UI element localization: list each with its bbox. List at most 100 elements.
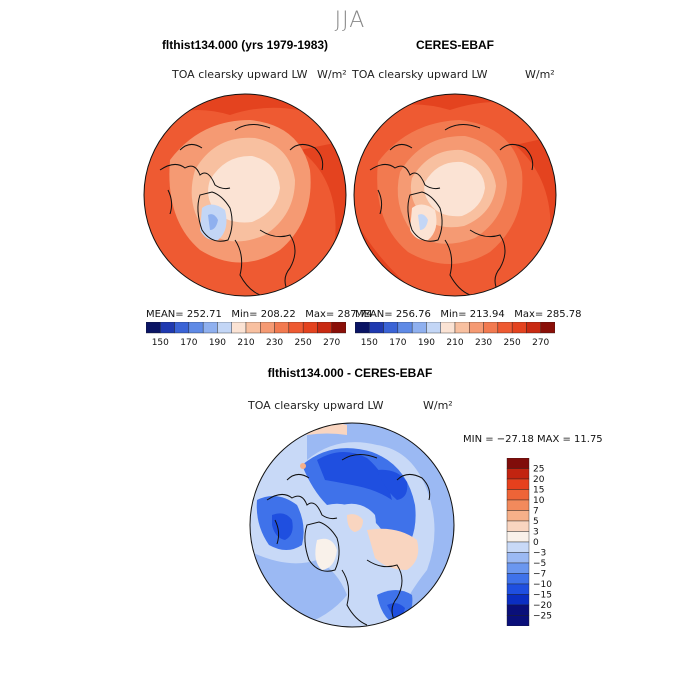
colorbar-swatch — [411, 322, 427, 334]
polar-map-model — [143, 93, 347, 297]
colorbar-swatch — [146, 322, 161, 334]
colorbar-tick-label: −15 — [533, 591, 552, 601]
colorbar-tick-label: 210 — [446, 338, 463, 348]
colorbar-swatch — [260, 322, 275, 334]
colorbar-tick-label: −20 — [533, 601, 552, 611]
colorbar-tick-label: 5 — [533, 517, 539, 527]
colorbar-tick-label: 150 — [152, 338, 169, 348]
colorbar-tick-label: 250 — [504, 338, 521, 348]
colorbar-swatch — [188, 322, 204, 334]
colorbar-swatch — [540, 322, 555, 334]
stat-mean-label: MEAN= — [355, 309, 393, 320]
colorbar-swatch — [317, 322, 332, 334]
colorbar-tick-label: 250 — [295, 338, 312, 348]
colorbar-swatch — [506, 510, 530, 522]
stat-max-value: 287.74 — [337, 309, 373, 320]
units-label-obs: W/m² — [525, 68, 555, 81]
colorbar-swatch — [506, 458, 530, 469]
colorbar-tick-label: 0 — [533, 538, 539, 548]
colorbar-swatch — [506, 552, 530, 564]
colorbar-tick-label: 10 — [533, 496, 545, 506]
stats-model: MEAN= 252.71 Min= 208.22 Max= 287.74 — [146, 309, 373, 320]
colorbar-swatch — [202, 322, 218, 334]
colorbar-swatch — [355, 322, 370, 334]
stat-mean-value: 252.71 — [186, 309, 222, 320]
colorbar-tick-label: 25 — [533, 465, 544, 475]
colorbar-tick-label: −10 — [533, 580, 552, 590]
stat-min-value: 208.22 — [260, 309, 296, 320]
colorbar-swatch — [160, 322, 175, 334]
colorbar-obs: 150170190210230250270290 — [355, 322, 555, 348]
colorbar-tick-label: −7 — [533, 570, 546, 580]
colorbar-swatch — [426, 322, 441, 334]
colorbar-tick-label: 270 — [532, 338, 549, 348]
colorbar-swatch — [506, 541, 530, 553]
colorbar-swatch — [469, 322, 484, 334]
colorbar-swatch — [506, 478, 530, 490]
variable-label-obs: TOA clearsky upward LW — [352, 68, 488, 81]
colorbar-swatch — [483, 322, 499, 334]
arctic-core — [208, 155, 280, 223]
stat-mean-value: 256.76 — [395, 309, 431, 320]
coastlines — [266, 454, 431, 626]
colorbar-swatch — [506, 489, 530, 501]
colorbar-swatch — [497, 322, 513, 334]
panel-title-obs: CERES-EBAF — [415, 38, 494, 52]
colorbar-tick-label: −25 — [533, 612, 552, 622]
colorbar-swatch — [511, 322, 527, 334]
colorbar-tick-label: −3 — [533, 549, 546, 559]
colorbar-tick-label: 170 — [180, 338, 197, 348]
stat-max-value: 285.78 — [546, 309, 582, 320]
colorbar-swatch — [506, 531, 530, 543]
polar-map-diff — [249, 422, 455, 628]
colorbar-swatch — [217, 322, 232, 334]
colorbar-tick-label: 150 — [361, 338, 378, 348]
units-label-diff: W/m² — [423, 399, 453, 412]
colorbar-tick-label: 270 — [323, 338, 340, 348]
colorbar-swatch — [383, 322, 399, 334]
arctic-core — [424, 161, 485, 217]
colorbar-swatch — [302, 322, 318, 334]
colorbar-tick-label: −5 — [533, 559, 546, 569]
colorbar-swatch — [526, 322, 541, 334]
season-title: JJA — [334, 8, 366, 33]
colorbar-swatch — [506, 468, 530, 480]
stat-mean-label: MEAN= — [146, 309, 184, 320]
colorbar-swatch — [506, 615, 530, 626]
colorbar-tick-label: 190 — [209, 338, 226, 348]
units-label-model: W/m² — [317, 68, 347, 81]
colorbar-swatch — [245, 322, 261, 334]
variable-label-diff: TOA clearsky upward LW — [248, 399, 384, 412]
colorbar-swatch — [506, 562, 530, 574]
stats-obs: MEAN= 256.76 Min= 213.94 Max= 285.78 — [355, 309, 582, 320]
colorbar-swatch — [506, 520, 530, 532]
colorbar-swatch — [231, 322, 247, 334]
colorbar-swatch — [506, 499, 530, 511]
stat-min-value: 213.94 — [469, 309, 505, 320]
panel-title-diff: flthist134.000 - CERES-EBAF — [267, 366, 433, 380]
coastlines — [159, 124, 324, 296]
coastlines — [369, 124, 534, 296]
stat-min-label: Min= — [231, 309, 258, 320]
colorbar-swatch — [454, 322, 470, 334]
stat-min-label: Min= — [440, 309, 467, 320]
colorbar-swatch — [174, 322, 190, 334]
colorbar-tick-label: 170 — [389, 338, 406, 348]
colorbar-swatch — [274, 322, 290, 334]
colorbar-tick-label: 20 — [533, 475, 545, 485]
colorbar-tick-label: 15 — [533, 486, 544, 496]
panel-title-model: flthist134.000 (yrs 1979-1983) — [161, 38, 329, 52]
stat-max-label: Max= — [305, 309, 335, 320]
warm-bias-region — [367, 528, 419, 570]
stat-max-label: Max= — [514, 309, 544, 320]
variable-label-model: TOA clearsky upward LW — [172, 68, 308, 81]
colorbar-tick-label: 230 — [475, 338, 492, 348]
colorbar-swatch — [331, 322, 346, 334]
colorbar-tick-label: 230 — [266, 338, 283, 348]
colorbar-tick-label: 190 — [418, 338, 435, 348]
colorbar-tick-label: 7 — [533, 507, 539, 517]
colorbar-swatch — [506, 594, 530, 606]
minmax-diff: MIN = −27.18 MAX = 11.75 — [463, 434, 603, 445]
colorbar-model: 150170190210230250270290 — [146, 322, 346, 348]
